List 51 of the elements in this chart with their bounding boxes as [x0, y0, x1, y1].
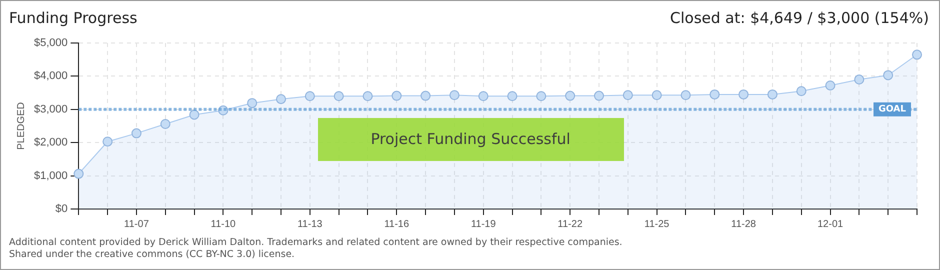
y-tick-label: $4,000: [34, 70, 68, 82]
x-tick-label: 12-01: [817, 218, 844, 230]
point: [392, 90, 402, 101]
x-tick-label: 11-07: [124, 218, 150, 230]
point: [912, 50, 922, 60]
point: [362, 91, 373, 102]
point: [304, 91, 315, 102]
x-tick-label: 11-22: [558, 218, 583, 230]
point: [276, 94, 286, 104]
point: [131, 128, 142, 138]
chart-title: Funding Progress: [9, 9, 138, 27]
point: [478, 91, 488, 102]
text: Additional content provided by Derick William Dalton. Trademarks and related content are owned by their respective companies.: [9, 237, 622, 249]
point: [825, 80, 836, 90]
point: [102, 136, 113, 147]
point: [738, 89, 749, 100]
point: [189, 110, 200, 120]
y-tick-label: $1,000: [34, 170, 68, 182]
x-tick-label: 11-13: [297, 218, 323, 230]
y-tick-label: $3,000: [34, 103, 68, 116]
point: [565, 90, 576, 101]
point: [767, 89, 778, 100]
y-tick-label: $0: [55, 203, 68, 216]
point: [449, 90, 460, 100]
point: [420, 90, 431, 101]
point: [854, 74, 864, 85]
point: [74, 168, 84, 179]
point: [160, 119, 170, 130]
chart-subtitle: Closed at: $4,649 / $3,000 (154%): [670, 9, 929, 27]
banner: Project Funding Successful: [318, 118, 624, 161]
point: [334, 91, 344, 102]
x-tick-label: 11-10: [210, 218, 236, 230]
point: [622, 90, 633, 100]
point: [536, 91, 546, 102]
point: [652, 90, 662, 100]
point: [710, 89, 720, 100]
point: [680, 90, 691, 100]
x-tick-label: 11-25: [644, 218, 670, 230]
point: [796, 86, 806, 96]
point: [883, 70, 894, 80]
ref-line-label: GOAL: [878, 104, 906, 115]
x-tick-label: 11-16: [384, 218, 410, 230]
x-tick-label: 11-19: [470, 218, 496, 230]
point: [594, 90, 604, 101]
y-tick-label: $5,000: [34, 37, 68, 50]
text: Shared under the creative commons (CC BY-NC 3.0) license.: [9, 249, 296, 261]
y-tick-label: $2,000: [34, 136, 68, 149]
point: [507, 91, 518, 102]
x-tick-label: 11-28: [731, 218, 756, 230]
point: [247, 98, 258, 108]
y-axis-title: PLEDGED: [16, 102, 27, 150]
